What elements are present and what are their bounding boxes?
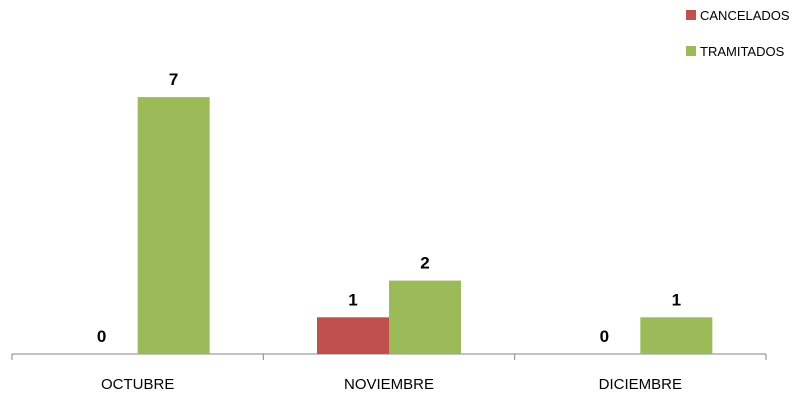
data-label-tramitados-diciembre: 1 (672, 290, 681, 309)
data-labels: 0 7 1 2 0 1 (97, 70, 681, 346)
bar-cancelados-noviembre (317, 317, 389, 354)
category-label-octubre: OCTUBRE (101, 376, 174, 393)
data-label-tramitados-noviembre: 2 (420, 254, 429, 273)
bar-tramitados-diciembre (640, 317, 713, 354)
category-label-diciembre: DICIEMBRE (599, 376, 682, 393)
x-axis-ticks (11, 354, 767, 360)
legend-label-cancelados: CANCELADOS (700, 7, 790, 23)
legend-item-tramitados: TRAMITADOS (686, 42, 806, 60)
bar-tramitados-noviembre (389, 280, 461, 354)
legend-swatch-cancelados (686, 10, 696, 20)
legend: CANCELADOS TRAMITADOS (686, 6, 806, 78)
legend-item-cancelados: CANCELADOS (686, 6, 806, 24)
bars (137, 97, 713, 354)
data-label-cancelados-diciembre: 0 (600, 327, 609, 346)
category-label-noviembre: NOVIEMBRE (344, 376, 434, 393)
data-label-cancelados-octubre: 0 (97, 327, 106, 346)
category-labels: OCTUBRE NOVIEMBRE DICIEMBRE (101, 376, 682, 393)
bar-tramitados-octubre (137, 97, 210, 354)
legend-swatch-tramitados (686, 46, 696, 56)
data-label-tramitados-octubre: 7 (169, 70, 178, 89)
legend-label-tramitados: TRAMITADOS (700, 43, 785, 59)
data-label-cancelados-noviembre: 1 (348, 290, 357, 309)
